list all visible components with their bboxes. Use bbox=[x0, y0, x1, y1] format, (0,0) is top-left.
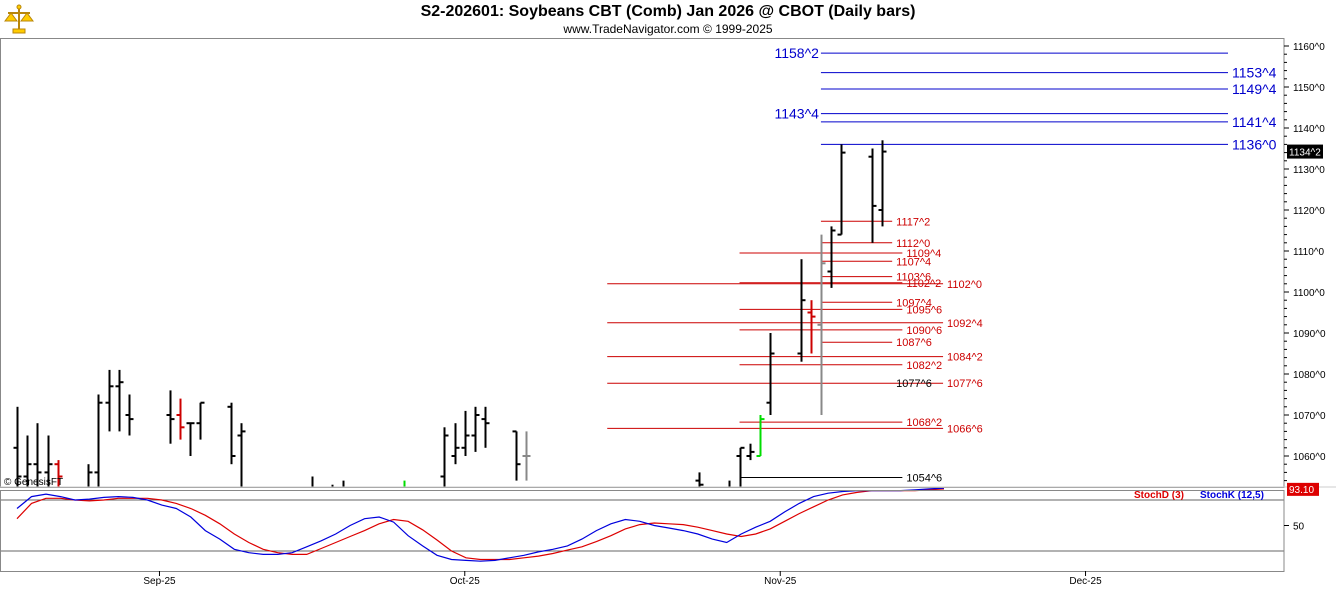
chart-title: S2-202601: Soybeans CBT (Comb) Jan 2026 … bbox=[420, 3, 916, 20]
level-label: 1066^6 bbox=[947, 423, 983, 435]
genesis-watermark: © GenesisFT bbox=[4, 477, 63, 488]
stochastic-panel: StochD (3) StochK (12,5) bbox=[1, 487, 1284, 562]
level-label: 1143^4 bbox=[774, 106, 819, 122]
price-y-tick-label: 1130^0 bbox=[1293, 165, 1325, 176]
level-label: 1077^6 bbox=[896, 378, 932, 390]
level-label: 1109^4 bbox=[906, 248, 941, 260]
level-label: 1084^2 bbox=[947, 352, 983, 364]
level-label: 1087^6 bbox=[896, 337, 932, 349]
price-panel-frame bbox=[0, 38, 1285, 488]
level-label: 1082^2 bbox=[906, 360, 942, 372]
stoch-d-legend: StochD (3) bbox=[1134, 490, 1184, 501]
price-y-tick-label: 1080^0 bbox=[1293, 370, 1326, 381]
x-tick-label: Nov-25 bbox=[764, 576, 797, 587]
stoch-value-label: 93.10 bbox=[1289, 485, 1314, 496]
axes: 1160^0 1150^0 1140^0 1130^0 1120^0 1110^0 1100… bbox=[0, 38, 1336, 587]
stoch-k-line bbox=[16, 487, 945, 562]
level-label: 1095^6 bbox=[906, 304, 942, 316]
level-label: 1103^6 bbox=[896, 272, 931, 284]
chart-header: S2-202601: Soybeans CBT (Comb) Jan 2026 … bbox=[0, 0, 1336, 38]
level-label: 1054^6 bbox=[906, 473, 942, 485]
stoch-panel-frame bbox=[0, 490, 1285, 572]
level-label: 1141^4 bbox=[1232, 114, 1277, 130]
price-y-tick-label: 1070^0 bbox=[1293, 411, 1326, 422]
x-tick-label: Oct-25 bbox=[450, 576, 480, 587]
level-label: 1149^4 bbox=[1232, 81, 1277, 97]
level-label: 1158^2 bbox=[774, 45, 819, 61]
level-label: 1077^6 bbox=[947, 378, 983, 390]
x-tick-label: Sep-25 bbox=[143, 576, 176, 587]
trade-navigator-logo-icon bbox=[3, 3, 35, 35]
level-label: 1153^4 bbox=[1232, 65, 1277, 81]
level-label: 1097^4 bbox=[896, 297, 932, 309]
level-label: 1092^4 bbox=[947, 318, 983, 330]
level-label: 1102^0 bbox=[947, 279, 982, 291]
price-y-tick-label: 1160^0 bbox=[1293, 42, 1325, 53]
level-label: 1090^6 bbox=[906, 325, 942, 337]
price-y-tick-label: 1110^0 bbox=[1293, 247, 1324, 258]
price-y-tick-label: 1120^0 bbox=[1293, 206, 1325, 217]
stoch-d-line bbox=[16, 488, 945, 561]
price-y-tick-label: 1090^0 bbox=[1293, 329, 1326, 340]
level-label: 1136^0 bbox=[1232, 136, 1277, 152]
level-label: 1068^2 bbox=[906, 417, 942, 429]
chart-subtitle: www.TradeNavigator.com © 1999-2025 bbox=[563, 22, 773, 36]
level-label: 1112^0 bbox=[896, 238, 930, 250]
price-y-tick-label: 1100^0 bbox=[1293, 288, 1325, 299]
level-label: 1107^4 bbox=[896, 256, 931, 268]
price-y-tick-label: 1140^0 bbox=[1293, 124, 1325, 135]
last-price-tag bbox=[1287, 144, 1323, 159]
stoch-y-tick-label: 50 bbox=[1293, 522, 1305, 533]
level-label: 1117^2 bbox=[896, 216, 930, 228]
last-price-label: 1134^2 bbox=[1289, 148, 1321, 159]
price-y-tick-label: 1150^0 bbox=[1293, 83, 1325, 94]
price-y-tick-label: 1060^0 bbox=[1293, 452, 1326, 463]
stoch-value-tag bbox=[1287, 482, 1319, 496]
x-tick-label: Dec-25 bbox=[1069, 576, 1102, 587]
stoch-k-legend: StochK (12,5) bbox=[1200, 490, 1264, 501]
